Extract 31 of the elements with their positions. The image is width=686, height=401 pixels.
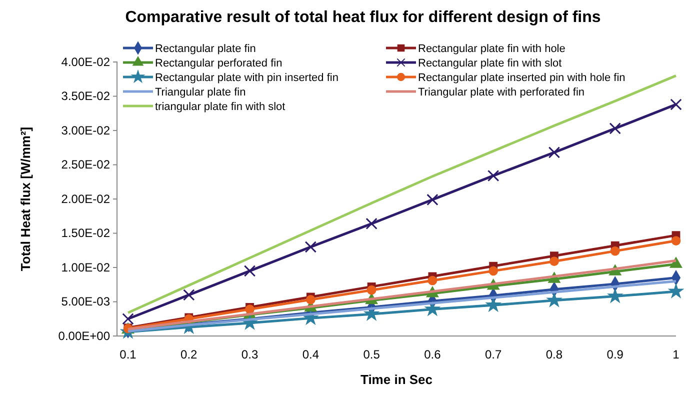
- y-tick-label: 1.50E-02: [61, 226, 110, 240]
- x-tick-label: 0.4: [302, 348, 320, 362]
- x-tick-label: 0.1: [120, 348, 137, 362]
- legend-label: Rectangular plate inserted pin with hole fin: [418, 72, 626, 84]
- x-tick-label: 0.9: [606, 348, 624, 362]
- legend-label: Rectangular plate fin with hole: [418, 43, 566, 55]
- legend-label: Rectangular perforated fin: [155, 58, 282, 70]
- x-tick-label: 1: [672, 348, 680, 362]
- x-tick-label: 0.8: [546, 348, 563, 362]
- x-tick-label: 0.2: [180, 348, 198, 362]
- legend-label: Triangular plate with perforated fin: [418, 86, 585, 98]
- y-axis-title: Total Heat flux [W/mm²]: [18, 126, 33, 272]
- legend-label: Triangular plate fin: [155, 86, 246, 98]
- legend-label: Rectangular plate fin: [155, 43, 256, 55]
- y-tick-label: 5.00E-03: [61, 294, 110, 309]
- y-tick-label: 3.00E-02: [61, 123, 110, 138]
- x-tick-label: 0.6: [424, 348, 442, 362]
- y-tick-label: 4.00E-02: [61, 54, 110, 69]
- y-tick-label: 3.50E-02: [61, 89, 110, 104]
- y-tick-label: 2.50E-02: [61, 158, 110, 172]
- x-axis-title: Time in Sec: [360, 372, 433, 387]
- chart-title: Comparative result of total heat flux for different design of fins: [125, 9, 601, 26]
- legend-label: triangular plate fin with slot: [155, 101, 286, 113]
- x-tick-label: 0.7: [484, 348, 502, 362]
- y-tick-label: 0.00E+00: [58, 328, 110, 343]
- legend-label: Rectangular plate fin with slot: [418, 58, 562, 70]
- legend-label: Rectangular plate with pin inserted fin: [155, 72, 338, 84]
- x-tick-label: 0.5: [363, 348, 380, 362]
- x-tick-label: 0.3: [241, 348, 258, 362]
- y-tick-label: 1.00E-02: [61, 260, 110, 274]
- y-tick-label: 2.00E-02: [61, 192, 110, 206]
